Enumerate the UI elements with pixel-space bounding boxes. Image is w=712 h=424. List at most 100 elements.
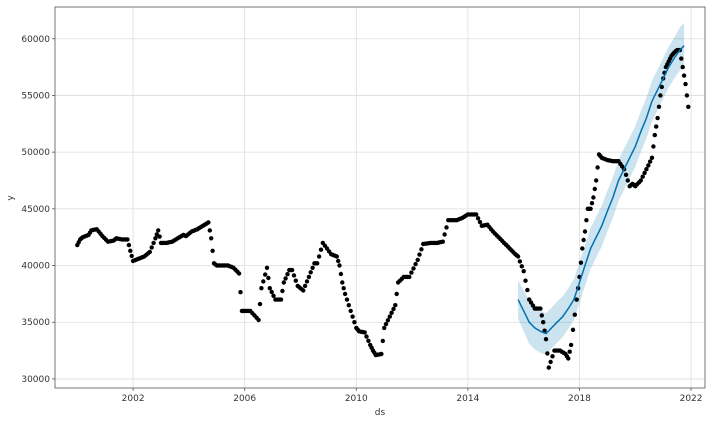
observed-point: [344, 297, 350, 302]
x-tick-label: 2022: [680, 394, 703, 404]
observed-point: [206, 220, 211, 225]
gridlines: [55, 7, 705, 388]
observed-point: [157, 234, 162, 239]
observed-point: [646, 163, 651, 168]
observed-point: [336, 258, 341, 264]
observed-point: [683, 81, 688, 87]
observed-point: [340, 280, 345, 285]
observed-point: [269, 289, 274, 295]
observed-point: [380, 338, 385, 344]
y-axis-label: y: [6, 195, 16, 201]
observed-point: [623, 172, 629, 177]
observed-point: [584, 218, 589, 223]
observed-point: [346, 303, 351, 308]
x-axis-label: ds: [375, 408, 386, 418]
observed-point: [278, 297, 284, 302]
observed-point: [210, 248, 215, 253]
observed-point: [261, 279, 266, 284]
observed-point: [280, 288, 285, 294]
x-tick-label: 2014: [456, 394, 479, 404]
y-tick-label: 60000: [21, 35, 50, 45]
y-tick-label: 50000: [21, 148, 50, 158]
observed-point: [523, 278, 528, 283]
observed-point: [151, 240, 156, 246]
observed-point: [684, 93, 690, 98]
observed-point: [362, 330, 367, 335]
observed-point: [285, 272, 290, 277]
observed-point: [257, 301, 263, 307]
observed-point: [543, 337, 549, 342]
observed-point: [475, 216, 481, 221]
observed-point: [594, 178, 599, 183]
observed-point: [640, 174, 645, 179]
observed-point: [338, 271, 344, 277]
uncertainty-interval-band: [518, 22, 685, 356]
observed-point: [519, 264, 524, 269]
observed-point: [147, 249, 152, 255]
observed-point: [642, 170, 647, 176]
observed-point: [352, 320, 357, 325]
observed-point: [236, 271, 242, 276]
observed-point: [570, 327, 576, 332]
observed-point: [681, 73, 687, 78]
observed-point: [574, 297, 579, 302]
observed-point: [656, 104, 662, 110]
observed-point: [318, 247, 324, 252]
observed-point: [580, 246, 585, 251]
observed-point: [589, 201, 595, 206]
y-tick-label: 45000: [21, 205, 50, 215]
observed-point: [442, 232, 447, 237]
observed-point: [291, 273, 297, 278]
observed-point: [538, 306, 543, 311]
x-tick-label: 2010: [345, 394, 368, 404]
observed-point: [525, 287, 530, 293]
x-tick-label: 2002: [122, 394, 145, 404]
observed-point: [515, 254, 521, 259]
observed-point: [149, 245, 154, 250]
observed-point: [310, 265, 315, 270]
observed-point: [625, 178, 630, 183]
observed-point: [209, 236, 214, 241]
observed-point: [126, 242, 132, 248]
observed-point: [654, 124, 659, 129]
observed-point: [413, 261, 418, 267]
observed-point: [591, 195, 596, 200]
observed-point: [306, 274, 312, 280]
observed-point: [546, 365, 551, 370]
observed-point: [679, 56, 684, 61]
y-tick-label: 55000: [21, 91, 50, 101]
observed-point: [651, 144, 656, 149]
observed-point: [256, 317, 261, 323]
observed-point: [644, 167, 649, 172]
observed-point: [389, 310, 394, 315]
plot-frame: [54, 6, 706, 389]
observed-point: [659, 84, 664, 90]
observed-point: [415, 257, 420, 263]
observed-point: [568, 342, 574, 348]
observed-point: [655, 115, 660, 121]
observed-point: [638, 178, 643, 183]
observed-point: [578, 260, 584, 265]
observed-point: [304, 279, 310, 284]
observed-point: [289, 267, 295, 273]
observed-point: [419, 247, 424, 252]
y-tick-label: 30000: [21, 375, 50, 385]
observed-point: [341, 286, 346, 291]
observed-point: [588, 206, 593, 211]
x-tick-label: 2006: [233, 394, 256, 404]
observed-point: [302, 283, 308, 289]
observed-point: [207, 228, 212, 233]
observed-point: [680, 64, 685, 70]
observed-point: [267, 286, 272, 291]
observed-point: [129, 253, 134, 259]
observed-point: [409, 270, 414, 275]
x-axis-ticks: 2002 2006 2010 2014 2018 2022: [122, 388, 703, 404]
observed-point: [440, 239, 445, 244]
observed-point: [264, 265, 270, 270]
observed-point: [548, 359, 553, 365]
observed-point: [385, 318, 391, 323]
observed-point: [566, 356, 571, 361]
observed-point: [647, 159, 653, 164]
observed-point: [567, 349, 572, 354]
observed-point: [308, 270, 313, 275]
